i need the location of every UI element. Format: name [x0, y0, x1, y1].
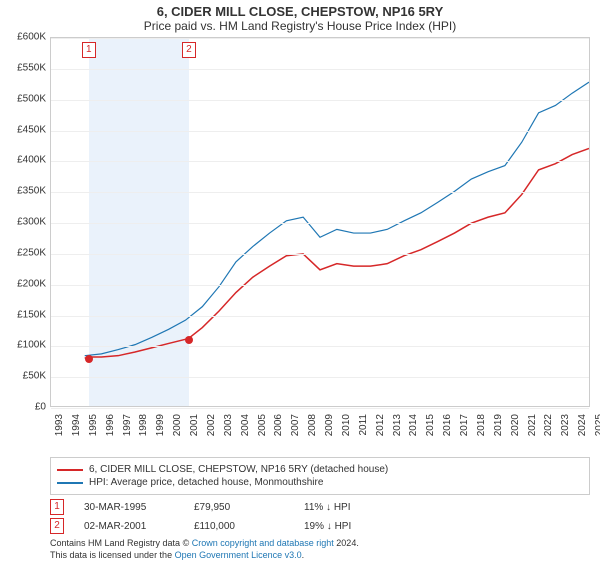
x-tick-label: 2016	[442, 414, 453, 436]
y-tick-label: £600K	[2, 32, 46, 43]
legend-label: HPI: Average price, detached house, Monm…	[89, 477, 323, 488]
marker-badge: 1	[50, 499, 64, 515]
x-tick-label: 2022	[543, 414, 554, 436]
y-tick-label: £150K	[2, 309, 46, 320]
x-tick-label: 2000	[172, 414, 183, 436]
y-tick-label: £0	[2, 402, 46, 413]
x-tick-label: 2023	[560, 414, 571, 436]
data-point-row: 1 30-MAR-1995 £79,950 11% ↓ HPI	[50, 499, 590, 515]
x-tick-label: 2001	[189, 414, 200, 436]
x-tick-label: 2011	[358, 414, 369, 436]
footer-line: This data is licensed under the Open Gov…	[50, 550, 590, 561]
footer: Contains HM Land Registry data © Crown c…	[50, 538, 590, 561]
legend: 6, CIDER MILL CLOSE, CHEPSTOW, NP16 5RY …	[50, 457, 590, 495]
footer-link[interactable]: Crown copyright and database right	[192, 538, 334, 548]
data-point-row: 2 02-MAR-2001 £110,000 19% ↓ HPI	[50, 518, 590, 534]
y-tick-label: £50K	[2, 371, 46, 382]
marker-date: 02-MAR-2001	[84, 521, 174, 532]
legend-swatch	[57, 482, 83, 484]
x-tick-label: 2017	[459, 414, 470, 436]
x-tick-label: 2007	[290, 414, 301, 436]
y-tick-label: £250K	[2, 247, 46, 258]
plot-area: 12	[50, 37, 590, 407]
footer-link[interactable]: Open Government Licence v3.0	[175, 550, 302, 560]
y-axis-labels: £0£50K£100K£150K£200K£250K£300K£350K£400…	[2, 37, 46, 407]
x-tick-label: 2004	[240, 414, 251, 436]
y-tick-label: £500K	[2, 93, 46, 104]
x-tick-label: 2025	[594, 414, 600, 436]
chart-container: 6, CIDER MILL CLOSE, CHEPSTOW, NP16 5RY …	[0, 0, 600, 560]
marker-price: £110,000	[194, 521, 284, 532]
x-tick-label: 2009	[324, 414, 335, 436]
x-tick-label: 2003	[223, 414, 234, 436]
x-tick-label: 1997	[122, 414, 133, 436]
x-tick-label: 2018	[476, 414, 487, 436]
x-tick-label: 2015	[425, 414, 436, 436]
x-tick-label: 2024	[577, 414, 588, 436]
footer-line: Contains HM Land Registry data © Crown c…	[50, 538, 590, 550]
chart-area: 12 £0£50K£100K£150K£200K£250K£300K£350K£…	[50, 37, 590, 407]
x-tick-label: 1996	[105, 414, 116, 436]
marker-badge: 2	[182, 42, 196, 58]
x-tick-label: 1995	[88, 414, 99, 436]
x-tick-label: 2014	[408, 414, 419, 436]
y-tick-label: £400K	[2, 155, 46, 166]
x-axis-labels: 1993 1994 1995 1996 1997 1998 1999 2000 2001 2002…	[50, 414, 590, 454]
x-tick-label: 2006	[273, 414, 284, 436]
x-tick-label: 2002	[206, 414, 217, 436]
x-tick-label: 2012	[375, 414, 386, 436]
legend-label: 6, CIDER MILL CLOSE, CHEPSTOW, NP16 5RY …	[89, 464, 388, 475]
legend-item: HPI: Average price, detached house, Monm…	[57, 477, 583, 488]
marker-badge: 1	[82, 42, 96, 58]
x-tick-label: 2020	[510, 414, 521, 436]
marker-delta: 11% ↓ HPI	[304, 502, 394, 513]
chart-subtitle: Price paid vs. HM Land Registry's House …	[0, 19, 600, 37]
x-tick-label: 2013	[392, 414, 403, 436]
x-tick-label: 1994	[71, 414, 82, 436]
line-plot	[51, 38, 589, 406]
y-tick-label: £550K	[2, 62, 46, 73]
y-tick-label: £450K	[2, 124, 46, 135]
marker-date: 30-MAR-1995	[84, 502, 174, 513]
chart-title: 6, CIDER MILL CLOSE, CHEPSTOW, NP16 5RY	[0, 0, 600, 19]
x-tick-label: 2008	[307, 414, 318, 436]
x-tick-label: 2019	[493, 414, 504, 436]
marker-badge: 2	[50, 518, 64, 534]
data-point-table: 1 30-MAR-1995 £79,950 11% ↓ HPI 2 02-MAR…	[50, 499, 590, 534]
x-tick-label: 1998	[138, 414, 149, 436]
x-tick-label: 1999	[155, 414, 166, 436]
data-marker-dot	[185, 336, 193, 344]
marker-delta: 19% ↓ HPI	[304, 521, 394, 532]
legend-item: 6, CIDER MILL CLOSE, CHEPSTOW, NP16 5RY …	[57, 464, 583, 475]
data-marker-dot	[85, 355, 93, 363]
y-tick-label: £350K	[2, 186, 46, 197]
marker-price: £79,950	[194, 502, 284, 513]
y-tick-label: £200K	[2, 278, 46, 289]
x-tick-label: 2010	[341, 414, 352, 436]
x-tick-label: 2005	[257, 414, 268, 436]
y-tick-label: £300K	[2, 217, 46, 228]
legend-swatch	[57, 469, 83, 471]
y-tick-label: £100K	[2, 340, 46, 351]
x-tick-label: 2021	[527, 414, 538, 436]
x-tick-label: 1993	[54, 414, 65, 436]
